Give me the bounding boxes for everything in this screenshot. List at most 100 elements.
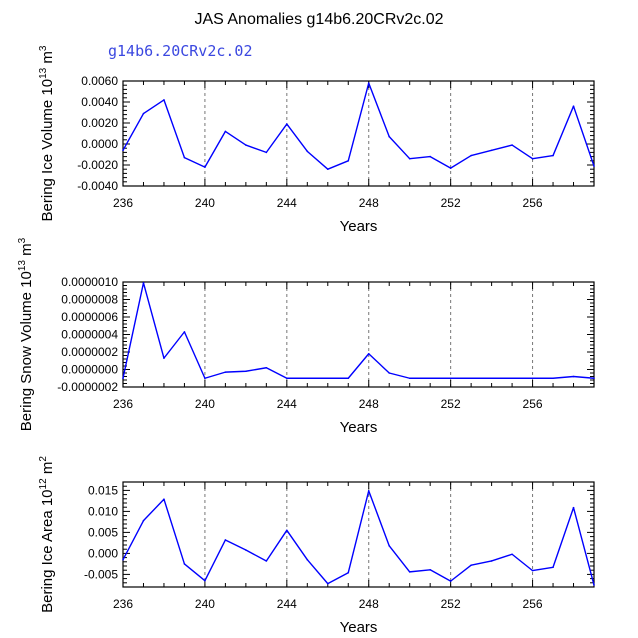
data-point [593, 377, 595, 380]
y-tick-label: 0.0000006 [61, 310, 118, 324]
data-point [449, 580, 452, 582]
data-point [163, 99, 165, 101]
y-axis-label: Bering Snow Volume 1013 m3 [17, 237, 35, 431]
series-line [122, 490, 595, 586]
data-point [265, 560, 268, 562]
y-tick-label: 0.0000 [81, 137, 118, 151]
data-point [224, 130, 227, 133]
data-point [388, 545, 391, 547]
data-point [204, 579, 206, 582]
y-tick-label: 0.0000002 [61, 345, 118, 359]
data-point [388, 372, 391, 374]
figure-subtitle: g14b6.20CRv2c.02 [108, 42, 253, 60]
data-point [326, 582, 329, 585]
y-axis-label-unit-exponent: 3 [38, 45, 49, 51]
data-point [367, 82, 370, 84]
panels-group: 236 240 244 248 252 256 -0.0040 -0.0020 0.0000 0.… [17, 45, 595, 636]
x-tick-label: 236 [113, 597, 133, 611]
data-point [552, 566, 554, 569]
y-tick-label: -0.0000002 [57, 380, 118, 394]
data-point [224, 539, 227, 541]
y-tick-label: 0.0020 [81, 116, 118, 130]
data-point [142, 282, 145, 284]
x-tick-label: 236 [113, 397, 133, 411]
data-point [511, 553, 513, 556]
x-tick-label: 240 [195, 397, 215, 411]
y-tick-label: 0.010 [88, 504, 118, 518]
data-point [552, 154, 554, 157]
data-point [204, 377, 206, 380]
x-axis-label: Years [340, 619, 378, 636]
x-axis-label: Years [340, 218, 378, 235]
series-line [122, 82, 595, 170]
data-point [449, 167, 452, 169]
data-point [490, 149, 493, 152]
data-point [572, 105, 575, 107]
data-point [429, 155, 431, 158]
data-point [122, 149, 124, 152]
data-point [531, 377, 534, 380]
y-tick-label: 0.0000000 [61, 363, 118, 377]
data-point [306, 558, 309, 561]
data-point [183, 331, 186, 333]
y-axis-label-unit: m [18, 243, 35, 260]
x-tick-label: 236 [113, 196, 133, 210]
data-point [408, 157, 411, 160]
y-tick-label: 0.000 [88, 546, 118, 560]
data-point [490, 560, 493, 562]
data-point [183, 563, 186, 565]
x-tick-label: 252 [441, 196, 461, 210]
data-point [245, 144, 247, 146]
x-tick-label: 244 [277, 196, 297, 210]
data-point [367, 352, 370, 355]
x-tick-label: 256 [523, 597, 543, 611]
x-tick-label: 252 [441, 597, 461, 611]
data-point [286, 377, 288, 380]
data-point [204, 166, 206, 168]
y-tick-label: 0.0040 [81, 95, 118, 109]
data-point [572, 375, 575, 378]
data-point [286, 123, 288, 125]
y-axis-label-unit-exponent: 3 [17, 237, 28, 243]
x-tick-label: 248 [359, 397, 379, 411]
y-axis-label: Bering Ice Volume 1013 m3 [38, 45, 56, 221]
y-axis-label-exponent: 12 [38, 478, 49, 490]
data-point [408, 377, 411, 380]
y-tick-label: 0.005 [88, 525, 118, 539]
data-point [511, 144, 513, 146]
data-point [122, 558, 124, 561]
data-point [122, 377, 124, 380]
y-tick-label: -0.0040 [77, 179, 118, 193]
data-point [470, 154, 472, 157]
plot-frame [122, 80, 595, 187]
chart-panel-1: 236 240 244 248 252 256 -0.0040 -0.0020 0.0000 0.… [38, 45, 595, 235]
data-point [142, 112, 145, 115]
y-tick-label: 0.015 [88, 483, 118, 497]
y-tick-label: 0.0000004 [61, 328, 118, 342]
data-point [531, 157, 534, 160]
plot-frame [122, 281, 595, 388]
y-axis-label-prefix: Bering Ice Volume 10 [39, 79, 56, 222]
y-tick-label: 0.0060 [81, 74, 118, 88]
data-point [347, 571, 350, 574]
series-line [122, 282, 595, 379]
data-point [367, 490, 370, 492]
x-axis-label: Years [340, 419, 378, 436]
data-point [245, 549, 247, 551]
data-point [286, 529, 288, 532]
data-point [429, 377, 431, 380]
y-tick-label: 0.0000008 [61, 293, 118, 307]
y-axis-label-unit: m [39, 462, 56, 479]
data-point [306, 150, 309, 153]
data-point [511, 377, 513, 380]
data-point [326, 168, 329, 170]
data-point [388, 135, 391, 138]
x-tick-label: 244 [277, 597, 297, 611]
x-tick-label: 244 [277, 397, 297, 411]
data-point [265, 151, 268, 154]
x-tick-label: 252 [441, 397, 461, 411]
data-point [429, 568, 431, 571]
y-tick-label: -0.0020 [77, 158, 118, 172]
